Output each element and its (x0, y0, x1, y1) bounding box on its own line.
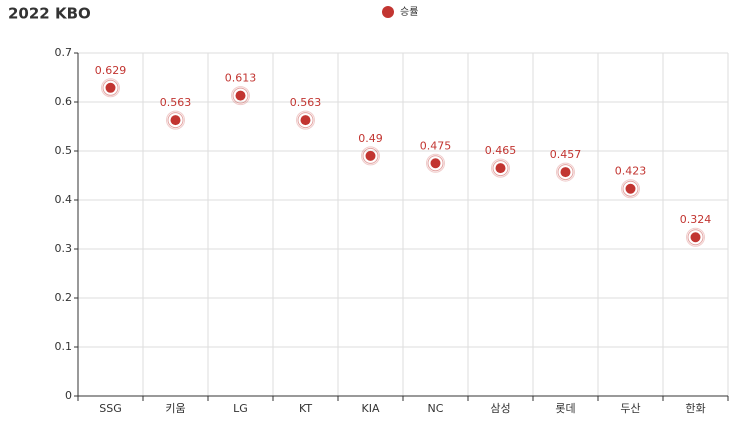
point (235, 90, 246, 101)
y-tick-label: 0.5 (55, 144, 73, 157)
ripple-ring (167, 112, 184, 129)
ripple-ring (101, 78, 120, 98)
x-tick-label: SSG (99, 402, 122, 415)
value-label: 0.613 (225, 72, 257, 85)
y-tick-label: 0.2 (55, 291, 73, 304)
value-label: 0.563 (290, 96, 322, 109)
point (365, 150, 376, 161)
ripple-ring (166, 110, 185, 130)
point (625, 183, 636, 194)
x-tick-label: KT (299, 402, 312, 415)
value-label: 0.465 (485, 144, 517, 157)
x-tick-label: 삼성 (490, 402, 510, 415)
legend-label: 승률 (400, 6, 418, 18)
ripple-ring (362, 147, 379, 164)
x-tick-label: NC (428, 402, 444, 415)
x-tick-label: LG (233, 402, 248, 415)
ripple-ring (231, 86, 250, 106)
ripple-ring (297, 112, 314, 129)
chart-title: 2022 KBO (8, 5, 91, 23)
ripple-ring (296, 110, 315, 130)
x-tick-label: 두산 (620, 402, 640, 415)
point (430, 158, 441, 169)
y-tick-label: 0.7 (55, 46, 73, 59)
point (170, 115, 181, 126)
ripple-ring (361, 146, 380, 166)
value-label: 0.475 (420, 139, 452, 152)
y-tick-label: 0.3 (55, 242, 73, 255)
ripple-ring (686, 227, 705, 247)
ripple-ring (556, 162, 575, 182)
y-tick-label: 0.1 (55, 340, 73, 353)
value-label: 0.423 (615, 165, 647, 178)
value-label: 0.49 (358, 132, 383, 145)
x-tick-label: 키움 (165, 402, 185, 415)
legend-marker (382, 6, 394, 18)
y-tick-label: 0 (65, 389, 72, 402)
value-label: 0.324 (680, 213, 712, 226)
ripple-ring (102, 79, 119, 96)
x-tick-label: 한화 (685, 402, 705, 415)
x-tick-label: 롯데 (555, 402, 575, 415)
point (105, 82, 116, 93)
ripple-ring (557, 164, 574, 181)
ripple-ring (622, 180, 639, 197)
ripple-ring (492, 160, 509, 177)
x-tick-label: KIA (362, 402, 380, 415)
point (300, 115, 311, 126)
point (560, 167, 571, 178)
ripple-ring (687, 229, 704, 246)
y-tick-label: 0.6 (55, 95, 73, 108)
ripple-ring (427, 155, 444, 172)
ripple-ring (426, 153, 445, 173)
ripple-ring (621, 179, 640, 199)
y-tick-label: 0.4 (55, 193, 73, 206)
ripple-ring (232, 87, 249, 104)
ripple-ring (491, 158, 510, 178)
point (495, 163, 506, 174)
value-label: 0.457 (550, 148, 582, 161)
value-label: 0.563 (160, 96, 192, 109)
point (690, 232, 701, 243)
value-label: 0.629 (95, 64, 127, 77)
